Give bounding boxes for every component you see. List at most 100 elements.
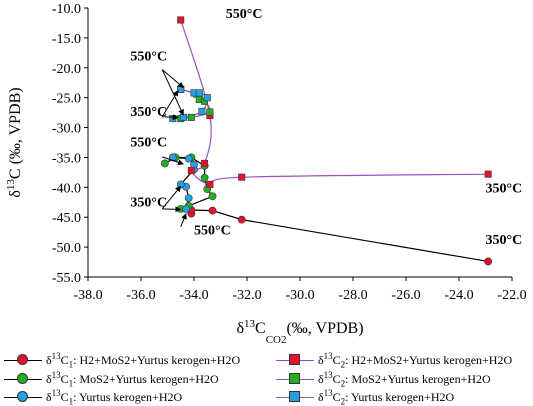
data-point-square <box>195 89 203 97</box>
legend-label-part: C <box>60 371 69 386</box>
data-point-circle <box>184 194 193 202</box>
data-point-square <box>238 173 246 181</box>
y-axis-title: δ13C (‰, VPDB) <box>5 87 24 197</box>
x-tick-label: -26.0 <box>391 288 420 303</box>
data-point-circle <box>182 204 190 213</box>
series-line-0 <box>190 209 489 263</box>
legend-label-part: δ <box>318 371 324 386</box>
plot-area: -10.0 -15.0 -20.0 -25.0 -30.0 -35.0 -40.0 -45.0… <box>5 2 527 346</box>
annotation-arrow <box>162 206 182 213</box>
data-point-square <box>169 115 177 123</box>
legend-swatch <box>276 372 314 386</box>
temperature-annotation: 350°C <box>486 233 523 248</box>
temperature-annotation: 550°C <box>130 136 167 151</box>
legend-label-part: δ <box>46 352 52 367</box>
annotation-arrow <box>161 69 184 88</box>
legend-label-part: C <box>332 352 341 367</box>
legend-label: δ13C2: Yurtus kerogen+H2O <box>318 388 454 406</box>
temperature-annotation: 550°C <box>226 7 263 22</box>
legend-label-part: 13 <box>323 387 333 398</box>
legend-label-part: 2 <box>340 378 346 389</box>
legend-label-part: 1 <box>68 396 74 406</box>
y-tick-label: -45.0 <box>52 211 81 226</box>
legend-label: δ13C1: Yurtus kerogen+H2O <box>46 388 182 406</box>
legend-item: δ13C1: MoS2+Yurtus kerogen+H2O <box>4 370 219 388</box>
legend-label: δ13C1: MoS2+Yurtus kerogen+H2O <box>46 370 219 388</box>
legend-item: δ13C2: MoS2+Yurtus kerogen+H2O <box>276 370 491 388</box>
legend-swatch <box>4 372 42 386</box>
y-tick-label: -50.0 <box>52 241 81 256</box>
data-point-square <box>198 107 206 115</box>
legend-label-part: : H2+MoS2+Yurtus kerogen+H2O <box>73 352 241 367</box>
temperature-annotation: 350°C <box>130 105 167 120</box>
temperature-annotation: 350°C <box>130 195 167 210</box>
y-tick-label: -10.0 <box>52 2 81 17</box>
annotation-arrow <box>162 114 179 121</box>
x-tick-label: -30.0 <box>285 288 314 303</box>
data-point-circle <box>484 257 493 266</box>
annotation-arrow <box>161 185 182 210</box>
annotation-arrow <box>180 213 187 227</box>
legend-label-part: C <box>332 371 341 386</box>
data-point-circle <box>184 154 193 163</box>
y-tick-label: -35.0 <box>52 151 81 166</box>
legend-label: δ13C1: H2+MoS2+Yurtus kerogen+H2O <box>46 351 240 369</box>
y-tick-label: -30.0 <box>52 122 81 137</box>
x-axis-title: δ13CCO2(‰, VPDB) <box>236 318 363 346</box>
legend-label-part: 13 <box>323 369 333 380</box>
annotation-arrow <box>161 89 179 118</box>
legend-label-part: 2 <box>340 396 346 406</box>
legend-label-part: : MoS2+Yurtus kerogen+H2O <box>73 371 219 386</box>
temperature-annotation: 350°C <box>486 182 523 197</box>
legend-label-part: δ <box>318 389 324 404</box>
data-point-square <box>179 113 187 121</box>
y-tick-label: -55.0 <box>52 271 81 286</box>
temperature-annotation: 550°C <box>130 50 167 65</box>
legend-item: δ13C2: Yurtus kerogen+H2O <box>276 388 454 406</box>
legend-label-part: δ <box>46 371 52 386</box>
data-point-circle <box>200 173 209 182</box>
legend-label: δ13C2: H2+MoS2+Yurtus kerogen+H2O <box>318 351 512 369</box>
data-point-circle <box>208 192 217 201</box>
legend-label-part: 13 <box>51 387 61 398</box>
legend: δ13C1: H2+MoS2+Yurtus kerogen+H2O δ13C1: … <box>0 346 533 406</box>
data-point-square <box>484 170 492 178</box>
legend-swatch <box>4 390 42 404</box>
legend-label-part: : Yurtus kerogen+H2O <box>345 389 455 404</box>
x-tick-label: -32.0 <box>232 288 261 303</box>
legend-label-part: : H2+MoS2+Yurtus kerogen+H2O <box>345 352 513 367</box>
legend-label: δ13C2: MoS2+Yurtus kerogen+H2O <box>318 370 491 388</box>
data-point-square <box>206 180 214 188</box>
legend-label-part: C <box>332 389 341 404</box>
legend-label-part: 13 <box>51 350 61 361</box>
data-point-square <box>203 94 211 102</box>
legend-swatch <box>4 353 42 367</box>
legend-label-part: 13 <box>323 350 333 361</box>
legend-label-part: C <box>60 389 69 404</box>
legend-label-part: δ <box>318 352 324 367</box>
data-point-square <box>187 167 195 175</box>
legend-item: δ13C1: Yurtus kerogen+H2O <box>4 388 182 406</box>
series-line-3 <box>180 19 489 186</box>
legend-swatch <box>276 390 314 404</box>
legend-label-part: 1 <box>68 378 74 389</box>
y-tick-label: -40.0 <box>52 181 81 196</box>
x-tick-label: -36.0 <box>126 288 155 303</box>
data-point-circle <box>208 206 217 215</box>
legend-label-part: : Yurtus kerogen+H2O <box>73 389 183 404</box>
y-tick-label: -20.0 <box>52 62 81 77</box>
x-tick-label: -38.0 <box>73 288 102 303</box>
temperature-annotation: 550°C <box>194 224 231 239</box>
y-tick-label: -15.0 <box>52 32 81 47</box>
data-point-circle <box>160 159 169 168</box>
legend-item: δ13C1: H2+MoS2+Yurtus kerogen+H2O <box>4 351 240 369</box>
legend-label-part: δ <box>46 389 52 404</box>
data-point-circle <box>237 215 246 224</box>
data-point-square <box>177 16 185 24</box>
legend-label-part: 13 <box>51 369 61 380</box>
legend-label-part: 2 <box>340 359 346 370</box>
legend-swatch <box>276 353 314 367</box>
legend-label-part: : MoS2+Yurtus kerogen+H2O <box>345 371 491 386</box>
x-tick-label: -28.0 <box>338 288 367 303</box>
y-tick-label: -25.0 <box>52 92 81 107</box>
